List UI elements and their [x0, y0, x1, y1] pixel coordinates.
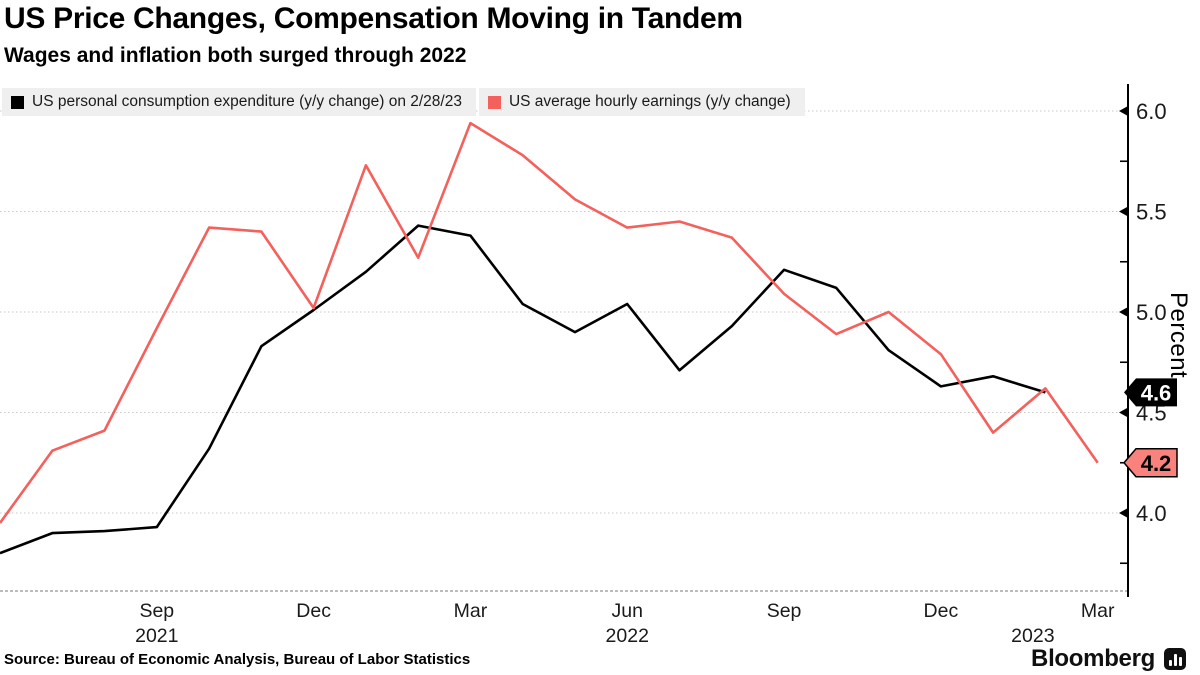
- y-axis-tick-arrow: [1119, 106, 1128, 116]
- bloomberg-chart-icon: [1164, 648, 1186, 670]
- x-axis-tick-label: Dec: [296, 600, 331, 622]
- x-axis-tick-label: Mar: [454, 600, 488, 622]
- bloomberg-wordmark: Bloomberg: [1031, 645, 1155, 672]
- y-axis-tick-arrow: [1119, 407, 1128, 418]
- bloomberg-logo: Bloomberg: [1031, 645, 1186, 673]
- chart-subtitle: Wages and inflation both surged through …: [4, 44, 467, 67]
- y-axis-tick-arrow: [1119, 307, 1128, 317]
- y-axis-tick-label: 5.5: [1136, 200, 1167, 225]
- y-axis-tick-label: 5.0: [1136, 300, 1167, 325]
- y-axis-tick-arrow: [1119, 206, 1128, 217]
- legend: US personal consumption expenditure (y/y…: [2, 88, 805, 116]
- ahe-end-tag: [1123, 448, 1178, 478]
- y-axis-title: Percent: [1165, 292, 1192, 379]
- legend-label-ahe: US average hourly earnings (y/y change): [508, 93, 791, 110]
- x-axis-year-label: 2022: [606, 625, 649, 647]
- pce-end-tag-value: 4.6: [1141, 380, 1172, 405]
- page-title: US Price Changes, Compensation Moving in…: [4, 2, 743, 35]
- x-axis-year-label: 2021: [135, 625, 178, 647]
- x-axis-tick-label: Dec: [924, 600, 959, 622]
- ahe-end-tag-value: 4.2: [1141, 451, 1172, 476]
- x-axis-year-label: 2023: [1011, 625, 1054, 647]
- pce-line: [0, 224, 1046, 555]
- legend-item-ahe: US average hourly earnings (y/y change): [478, 88, 805, 116]
- legend-swatch-pce-icon: [11, 95, 24, 109]
- y-axis-tick-label: 6.0: [1136, 99, 1167, 124]
- legend-label-pce: US personal consumption expenditure (y/y…: [32, 93, 462, 110]
- legend-item-pce: US personal consumption expenditure (y/y…: [2, 88, 476, 116]
- y-axis-tick-label: 4.0: [1136, 501, 1167, 526]
- x-axis-tick-label: Mar: [1081, 600, 1115, 622]
- pce-end-tag: [1124, 378, 1177, 407]
- legend-swatch-ahe-icon: [487, 95, 501, 109]
- x-axis-tick-label: Sep: [767, 600, 802, 622]
- x-axis-tick-label: Jun: [612, 600, 643, 622]
- y-axis-tick-arrow: [1119, 508, 1128, 518]
- ahe-line: [0, 121, 1099, 524]
- x-axis-tick-label: Sep: [139, 600, 174, 622]
- source-note: Source: Bureau of Economic Analysis, Bur…: [4, 651, 471, 668]
